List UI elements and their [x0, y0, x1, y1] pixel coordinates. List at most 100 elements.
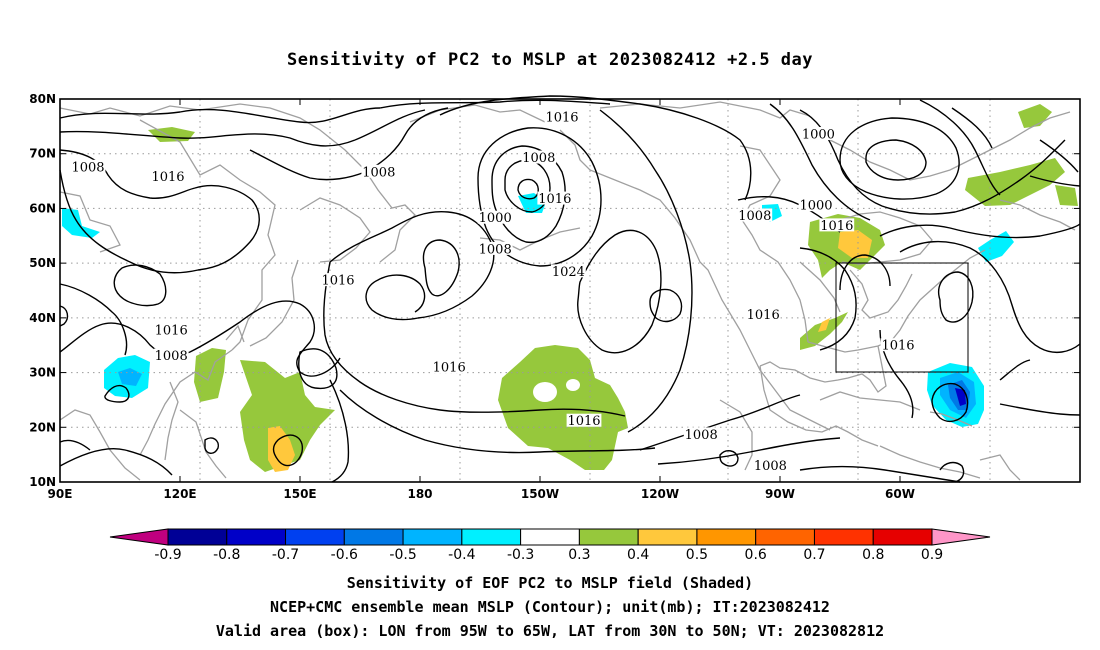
colorbar-segment — [226, 528, 287, 546]
contour-label: 1008 — [738, 209, 771, 224]
colorbar-max-arrow — [931, 528, 991, 546]
contour-label-bg — [801, 127, 836, 141]
colorbar-tick-label: 0.3 — [568, 547, 590, 563]
lat-tick-label: 20N — [29, 420, 56, 434]
contour-label-bg — [880, 338, 916, 352]
colorbar-tick-label: -0.8 — [213, 547, 240, 563]
contour-label: 1016 — [567, 414, 600, 429]
contour-label: 1008 — [754, 459, 787, 474]
colorbar-tick-label: -0.3 — [507, 547, 534, 563]
contour-label: 1016 — [881, 339, 914, 354]
contour-label: 1008 — [71, 160, 104, 175]
colorbar-segment — [578, 528, 639, 546]
contour-label: 1008 — [522, 151, 555, 166]
contour-label: 1000 — [799, 199, 832, 214]
colorbar-tick-label: 0.8 — [862, 547, 884, 563]
contour-label: 1016 — [321, 274, 354, 289]
lon-tick-label: 90E — [48, 487, 73, 501]
colorbar-tick-label: -0.5 — [389, 547, 416, 563]
map-title: Sensitivity of PC2 to MSLP at 2023082412… — [286, 50, 813, 70]
colorbar-segment — [813, 528, 874, 546]
contour-label: 1016 — [151, 170, 184, 185]
lon-labels: 90E 120E 150E 180 150W 120W 90W 60W — [48, 487, 915, 501]
contour-label-bg — [537, 191, 573, 205]
colorbar-segment — [461, 528, 522, 546]
contour-label-bg — [361, 164, 397, 178]
lon-tick-label: 150W — [521, 487, 559, 501]
contour-label: 1016 — [545, 111, 578, 126]
contour-label: 1000 — [802, 128, 835, 143]
colorbar-segment — [520, 528, 580, 546]
colorbar-tick-label: 0.4 — [627, 547, 649, 563]
colorbar-tick-label: -0.6 — [331, 547, 358, 563]
contour-label-bg — [551, 264, 586, 278]
colorbar-tick-label: -0.9 — [154, 547, 181, 563]
caption-line-1: Sensitivity of EOF PC2 to MSLP field (Sh… — [346, 574, 754, 592]
lat-tick-label: 50N — [29, 256, 56, 270]
lon-tick-label: 90W — [765, 487, 795, 501]
colorbar-tick-label: 0.6 — [745, 547, 767, 563]
colorbar-segment — [637, 528, 698, 546]
lat-labels: 80N 70N 60N 50N 40N 30N 20N 10N — [29, 92, 56, 489]
lat-tick-label: 30N — [29, 366, 56, 380]
contour-label: 1008 — [362, 165, 395, 180]
colorbar-segment — [402, 528, 463, 546]
contour-label-bg — [819, 218, 855, 232]
coastlines — [59, 101, 1076, 481]
contour-label-bg — [521, 150, 557, 164]
colorbar-segment — [696, 528, 757, 546]
lat-tick-label: 40N — [29, 311, 56, 325]
contour-label: 1000 — [479, 211, 512, 226]
contour-label: 1008 — [155, 349, 188, 364]
colorbar-min-arrow — [109, 528, 169, 546]
colorbar-segment — [872, 528, 933, 546]
lon-tick-label: 150E — [283, 487, 316, 501]
lon-tick-label: 180 — [407, 487, 432, 501]
contour-label: 1016 — [433, 361, 466, 376]
colorbar-tick-label: -0.7 — [272, 547, 299, 563]
lat-tick-label: 10N — [29, 475, 56, 489]
colorbar-segment — [167, 528, 228, 546]
contour-label: 1024 — [552, 265, 585, 280]
lon-tick-label: 120W — [641, 487, 679, 501]
contour-label-bg — [683, 427, 719, 441]
colorbar-segment — [755, 528, 815, 546]
contour-label-bg — [544, 110, 580, 124]
lon-tick-label: 60W — [885, 487, 915, 501]
contour-label-bg — [153, 348, 189, 362]
valid-area-box — [835, 262, 969, 373]
lat-tick-label: 80N — [29, 92, 56, 106]
colorbar-tick-label: 0.9 — [921, 547, 943, 563]
colorbar-tick-label: 0.7 — [803, 547, 825, 563]
lat-tick-label: 60N — [29, 201, 56, 215]
colorbar-segment — [343, 528, 404, 546]
contour-label: 1016 — [747, 308, 780, 323]
colorbar-segment — [285, 528, 345, 546]
caption-line-2: NCEP+CMC ensemble mean MSLP (Contour); u… — [270, 598, 830, 616]
contour-label-bg — [70, 159, 106, 173]
contour-label: 1008 — [479, 242, 512, 257]
lat-tick-label: 70N — [29, 147, 56, 161]
contour-label-bg — [477, 210, 513, 224]
contour-label-bg — [737, 208, 773, 222]
colorbar-labels: -0.9 -0.8 -0.7 -0.6 -0.5 -0.4 -0.3 0.3 0.4 0.5 0.6… — [154, 547, 943, 563]
axis-ticks — [59, 98, 1080, 483]
lon-tick-label: 120E — [163, 487, 196, 501]
contour-label-bg — [153, 322, 189, 336]
map-frame — [59, 98, 1081, 483]
contour-label-bg — [753, 458, 788, 472]
caption-line-3: Valid area (box): LON from 95W to 65W, L… — [215, 622, 885, 640]
contour-label-bg — [320, 273, 356, 287]
contour-label: 1008 — [685, 428, 718, 443]
contour-label: 1016 — [155, 323, 188, 338]
contour-label: 1016 — [538, 192, 571, 207]
contour-label: 1016 — [820, 219, 853, 234]
contour-labels: 1016 1008 1008 1016 1008 1000 1000 1016 1000 1008… — [70, 110, 916, 474]
contour-label-bg — [745, 307, 781, 321]
colorbar-tick-label: -0.4 — [448, 547, 475, 563]
contour-label-bg — [431, 360, 467, 374]
contour-label-bg — [150, 169, 186, 183]
contour-label-bg — [798, 198, 834, 212]
colorbar-tick-label: 0.5 — [686, 547, 708, 563]
